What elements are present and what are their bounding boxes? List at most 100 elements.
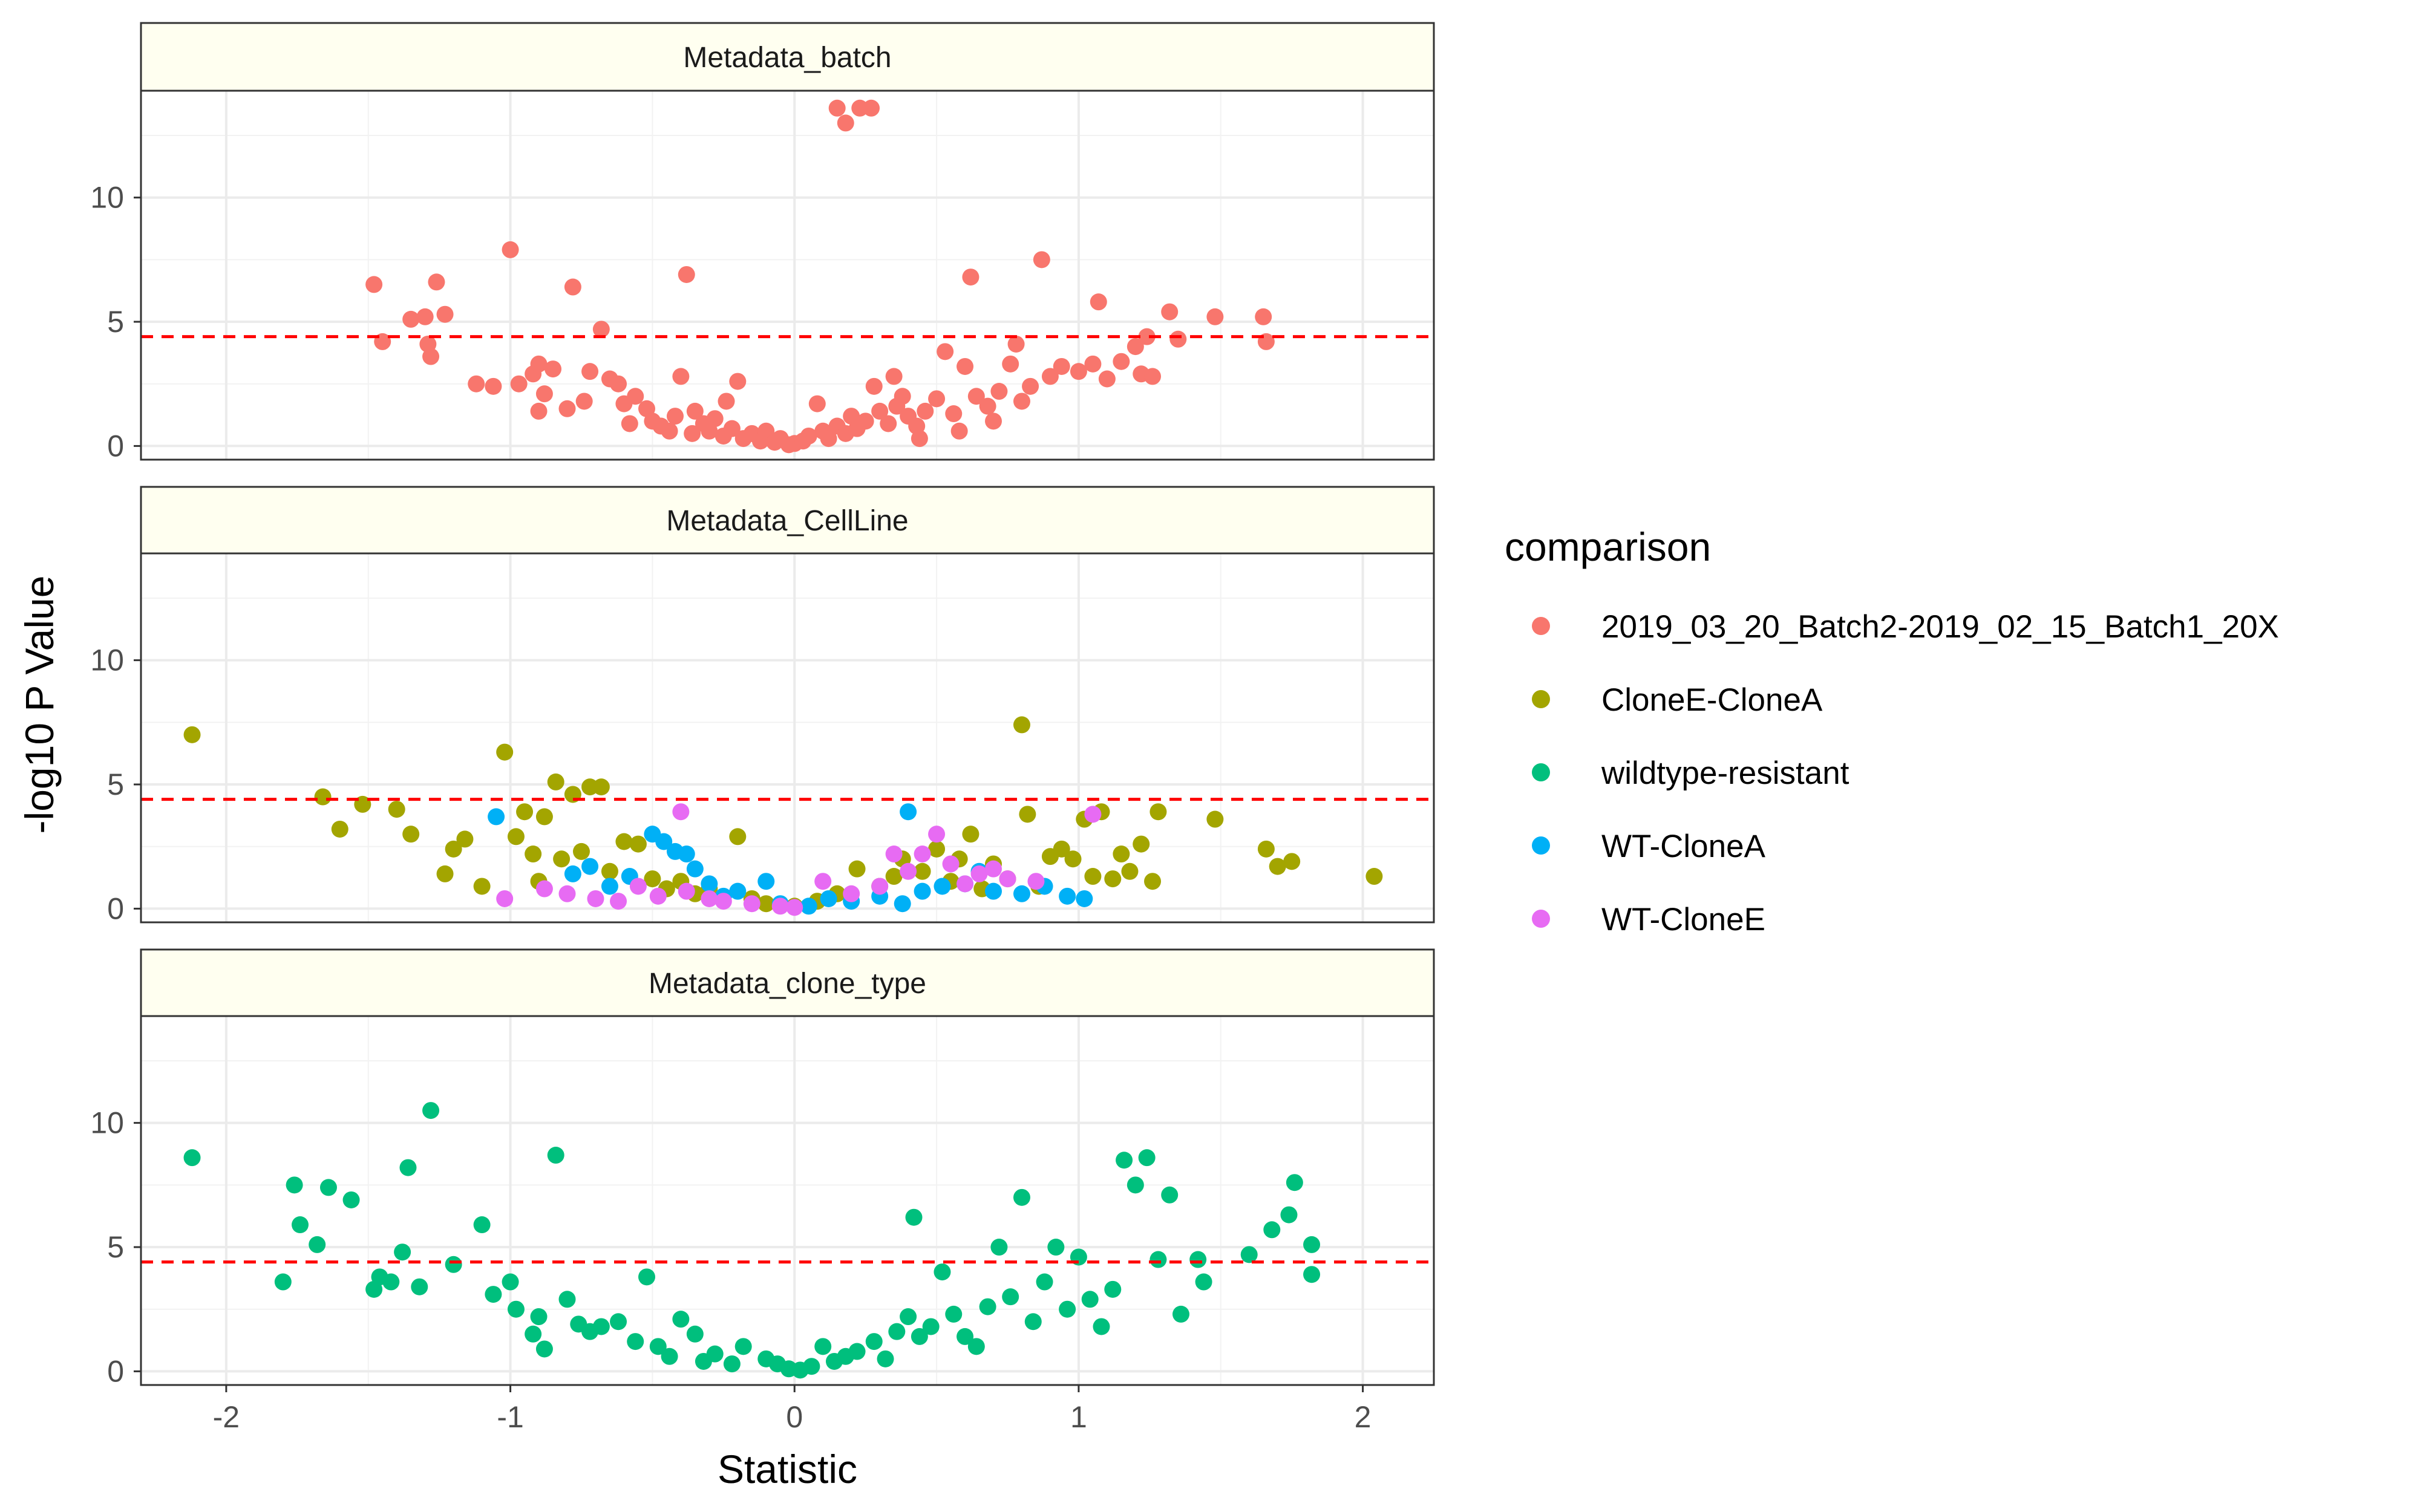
data-point <box>1169 330 1187 348</box>
data-point <box>507 828 525 846</box>
data-point <box>394 1243 411 1261</box>
data-point <box>894 388 911 405</box>
data-point <box>1013 716 1030 734</box>
data-point <box>962 269 979 286</box>
data-point <box>535 880 553 898</box>
data-point <box>757 873 775 890</box>
facet-strip <box>140 948 1435 1017</box>
data-point <box>445 840 462 858</box>
data-point <box>942 855 960 873</box>
data-point <box>672 803 690 821</box>
data-point <box>877 1350 894 1367</box>
data-point <box>1033 251 1050 269</box>
data-point <box>629 878 647 895</box>
data-point <box>1269 858 1286 875</box>
data-point <box>1013 885 1030 902</box>
data-point <box>970 865 988 882</box>
data-point <box>937 343 954 360</box>
data-point <box>1022 377 1039 395</box>
data-point <box>928 390 946 408</box>
data-point <box>502 1273 519 1291</box>
data-point <box>723 420 741 437</box>
data-point <box>601 862 618 880</box>
y-tick-label: 5 <box>107 1230 124 1264</box>
data-point <box>610 1313 627 1331</box>
legend-key-wt_clonea <box>1532 836 1550 855</box>
data-point <box>885 368 903 385</box>
data-point <box>1195 1273 1212 1291</box>
data-point <box>422 348 440 365</box>
data-point <box>1161 1186 1179 1204</box>
data-point <box>183 1149 201 1167</box>
data-point <box>967 388 985 405</box>
data-point <box>1127 338 1144 356</box>
data-point <box>843 885 860 902</box>
data-point <box>1255 308 1272 325</box>
data-point <box>1036 1273 1053 1291</box>
data-point <box>934 1263 951 1281</box>
data-point <box>1138 328 1156 345</box>
data-point <box>1257 840 1275 858</box>
data-point <box>547 1147 564 1164</box>
data-point <box>1084 806 1102 823</box>
data-point <box>922 1318 940 1335</box>
data-point <box>865 377 883 395</box>
y-tick-label: 5 <box>107 305 124 339</box>
data-point <box>1041 368 1059 385</box>
data-point <box>962 826 979 843</box>
panel-border <box>140 90 1435 461</box>
data-point <box>638 1268 656 1286</box>
legend-key-batch <box>1532 617 1550 635</box>
data-point <box>292 1216 309 1234</box>
data-point <box>917 402 934 420</box>
data-point <box>1127 1176 1144 1194</box>
facet-panel: Metadata_clone_type 0 5 10 -2 -1 0 1 2 <box>90 948 1435 1434</box>
x-tick-label: 2 <box>1355 1400 1372 1434</box>
facet-strip <box>140 486 1435 555</box>
data-point <box>911 430 928 448</box>
data-point <box>615 833 633 850</box>
data-point <box>1019 806 1036 823</box>
data-point <box>610 375 627 393</box>
data-point <box>649 1338 667 1355</box>
data-point <box>1113 353 1130 370</box>
data-point <box>979 1298 996 1315</box>
data-point <box>1013 1188 1030 1206</box>
data-point <box>558 1291 576 1308</box>
x-axis-title: Statistic <box>718 1447 857 1491</box>
data-point <box>686 860 704 878</box>
data-point <box>1059 1300 1076 1318</box>
data-point <box>914 882 931 900</box>
data-point <box>848 1343 866 1360</box>
facet-strip-label: Metadata_clone_type <box>649 968 926 1000</box>
data-point <box>1084 868 1102 885</box>
facet-panel: Metadata_batch 0 5 10 <box>90 22 1435 463</box>
data-point <box>535 808 553 826</box>
data-point <box>678 882 695 900</box>
legend-label-wt_clonea: WT-CloneA <box>1601 829 1766 864</box>
y-tick-label: 0 <box>107 429 124 463</box>
data-point <box>803 1358 820 1375</box>
data-point <box>309 1236 326 1253</box>
legend-label-clonee_clonea: CloneE-CloneA <box>1601 682 1823 718</box>
data-point <box>572 842 590 860</box>
data-point <box>814 873 832 890</box>
data-point <box>1206 810 1224 828</box>
data-point <box>1093 1318 1110 1335</box>
data-point <box>473 878 491 895</box>
x-tick-label: 0 <box>786 1400 803 1434</box>
data-point <box>706 1345 724 1363</box>
data-point <box>914 862 931 880</box>
data-point <box>928 826 946 843</box>
data-point <box>900 1308 917 1326</box>
data-point <box>757 895 775 913</box>
data-point <box>928 840 946 858</box>
data-point <box>857 412 874 430</box>
data-point <box>990 1239 1008 1256</box>
y-tick-label: 0 <box>107 891 124 925</box>
data-point <box>880 415 897 432</box>
data-point <box>1024 1313 1042 1331</box>
data-point <box>1064 850 1082 868</box>
data-point <box>743 895 760 913</box>
data-point <box>950 422 968 440</box>
